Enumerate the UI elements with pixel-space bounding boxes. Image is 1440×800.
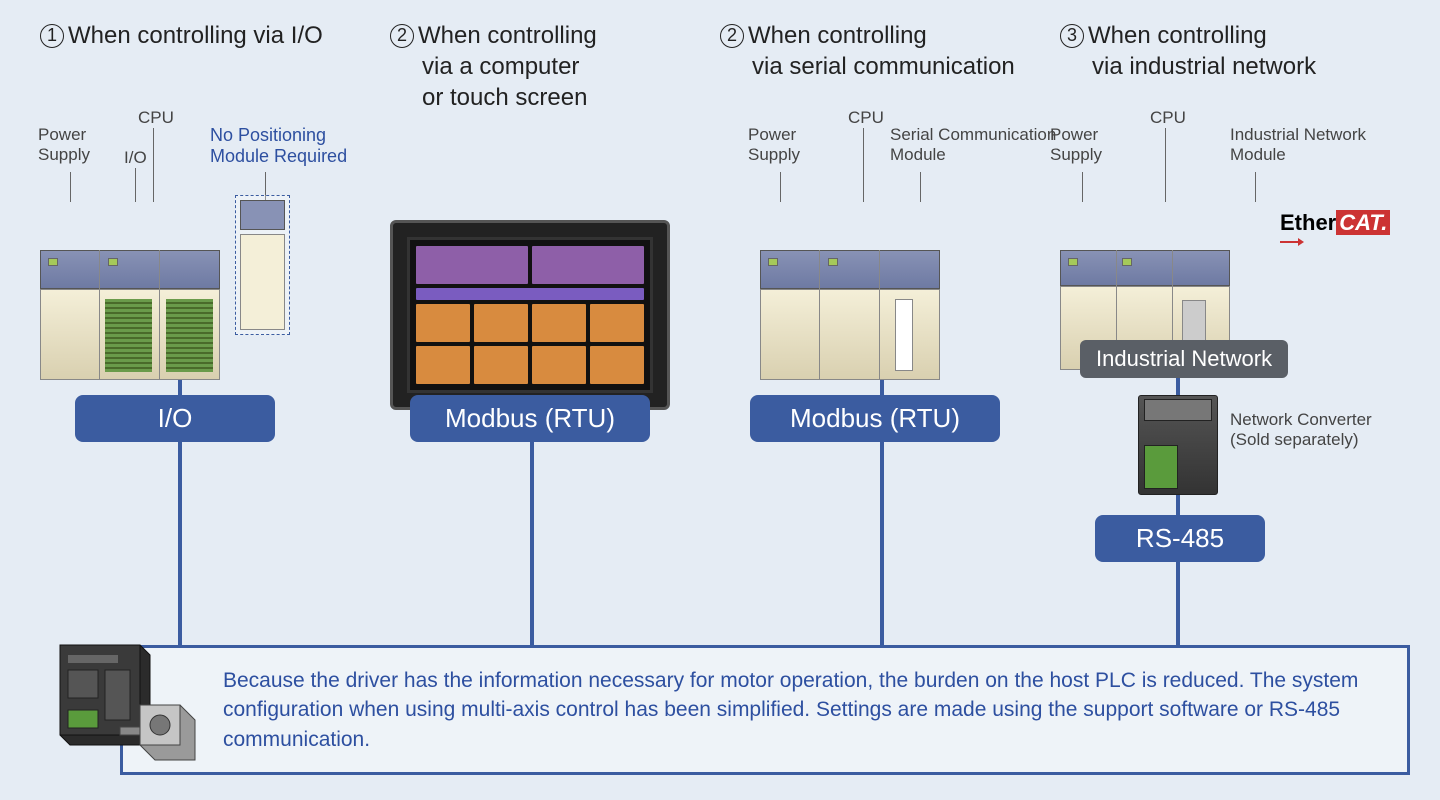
heading-1: 1When controlling via I/O (40, 20, 380, 115)
lbl-serial1: Serial Communication (890, 125, 1056, 145)
badge-modbus-2: Modbus (RTU) (410, 395, 650, 442)
ethercat-1: Ether (1280, 210, 1336, 235)
badge-io: I/O (75, 395, 275, 442)
column-serial: 2When controlling via serial communicati… (720, 20, 1060, 125)
heading-3: 2When controlling via serial communicati… (720, 20, 1060, 115)
lbl-conv1: Network Converter (1230, 410, 1372, 430)
title-2b: via a computer (422, 53, 579, 80)
lbl-supply3: Supply (748, 145, 800, 165)
ethercat-logo: EtherCAT. (1280, 210, 1400, 262)
title-3a: When controlling (748, 22, 927, 49)
lbl-nopos1: No Positioning (210, 125, 347, 146)
badge-modbus-3: Modbus (RTU) (750, 395, 1000, 442)
heading-2: 2When controlling via a computer or touc… (390, 20, 730, 115)
lbl-supply4: Supply (1050, 145, 1102, 165)
network-converter (1138, 395, 1218, 495)
driver-motor-icon (50, 635, 210, 785)
lbl-cpu4: CPU (1150, 108, 1186, 128)
lbl-io1: I/O (124, 148, 147, 168)
badge-industrial-network: Industrial Network (1080, 340, 1288, 378)
title-4a: When controlling (1088, 22, 1267, 49)
ethercat-2: CAT. (1336, 210, 1390, 235)
positioning-module-removed (235, 195, 290, 335)
num-4: 3 (1060, 24, 1084, 48)
lbl-serial2: Module (890, 145, 1056, 165)
num-3: 2 (720, 24, 744, 48)
info-text: Because the driver has the information n… (223, 669, 1358, 751)
lbl-ind2: Module (1230, 145, 1366, 165)
column-computer: 2When controlling via a computer or touc… (390, 20, 730, 125)
title-1a: When controlling via I/O (68, 22, 323, 49)
plc-3 (760, 250, 940, 380)
title-2c: or touch screen (422, 84, 587, 111)
lbl-conv2: (Sold separately) (1230, 430, 1372, 450)
lbl-ind1: Industrial Network (1230, 125, 1366, 145)
column-io: 1When controlling via I/O Power Supply C… (40, 20, 380, 125)
lbl-power3: Power (748, 125, 800, 145)
lbl-power1: Power (38, 125, 90, 145)
num-2: 2 (390, 24, 414, 48)
lbl-cpu1: CPU (138, 108, 174, 128)
lbl-power4: Power (1050, 125, 1102, 145)
lbl-supply1: Supply (38, 145, 90, 165)
lbl-nopos2: Module Required (210, 146, 347, 167)
num-1: 1 (40, 24, 64, 48)
ethercat-arrow-icon (1280, 238, 1304, 250)
info-box: Because the driver has the information n… (120, 645, 1410, 775)
plc-1 (40, 250, 220, 380)
badge-rs485: RS-485 (1095, 515, 1265, 562)
title-3b: via serial communication (752, 53, 1015, 80)
title-4b: via industrial network (1092, 53, 1316, 80)
lbl-cpu3: CPU (848, 108, 884, 128)
hmi-screen-device (390, 220, 670, 410)
heading-4: 3When controlling via industrial network (1060, 20, 1400, 115)
column-industrial: 3When controlling via industrial network… (1060, 20, 1400, 125)
title-2a: When controlling (418, 22, 597, 49)
